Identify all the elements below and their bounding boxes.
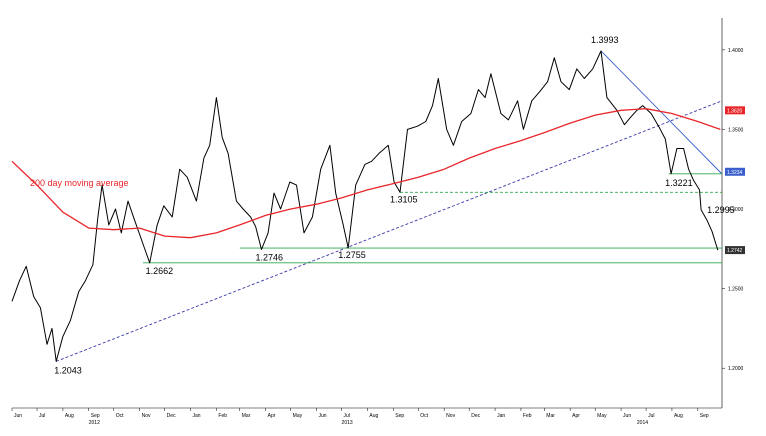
y-tick-label: 1.2000: [728, 366, 744, 372]
price-tag-label: 1.3620: [727, 108, 743, 114]
y-tick-label: 1.4000: [728, 48, 744, 54]
trendlines: [56, 50, 723, 362]
level-label-1-3105: 1.3105: [390, 194, 418, 204]
trendline-0: [56, 100, 723, 362]
level-label-1-2995: 1.2995: [707, 205, 735, 215]
moving-average-label: 200 day moving average: [30, 178, 129, 188]
x-tick-label: Jan: [497, 413, 505, 419]
x-tick-label: Jul: [648, 413, 654, 419]
level-label-1-3221: 1.3221: [665, 178, 693, 188]
x-tick-label: Jul: [39, 413, 45, 419]
x-tick-label: Apr: [268, 413, 276, 419]
x-tick-label: Nov: [142, 413, 151, 419]
x-tick-label: Nov: [446, 413, 455, 419]
level-label-1-3993: 1.3993: [591, 35, 619, 45]
level-label-1-2746: 1.2746: [255, 252, 283, 262]
axes: 1.4000 1.3500 1.3000 1.2500 1.2000 1.3620 1.32…: [11, 48, 745, 426]
x-tick-label: Sep: [700, 413, 709, 419]
x-year-label: 2013: [342, 420, 353, 426]
price-tag-label: 1.3234: [727, 170, 743, 176]
x-tick-label: Oct: [116, 413, 124, 419]
level-label-1-2043: 1.2043: [54, 365, 82, 375]
x-tick-label: Apr: [572, 413, 580, 419]
y-tick-label: 1.3500: [728, 127, 744, 133]
x-tick-label: Mar: [242, 413, 251, 419]
plot-area: [12, 18, 723, 409]
x-tick-label: Dec: [167, 413, 176, 419]
x-tick-label: Jun: [14, 413, 22, 419]
x-tick-label: Feb: [523, 413, 532, 419]
x-year-label: 2012: [89, 420, 100, 426]
x-tick-label: Aug: [674, 413, 683, 419]
x-tick-label: Jan: [193, 413, 201, 419]
level-label-1-2662: 1.2662: [146, 266, 174, 276]
x-tick-label: Aug: [65, 413, 74, 419]
price-tag-box: [725, 246, 745, 255]
series-layer: [11, 50, 721, 362]
x-tick-label: Mar: [546, 413, 555, 419]
x-tick-label: Dec: [471, 413, 480, 419]
x-year-label: 2014: [637, 420, 648, 426]
x-tick-label: Jun: [319, 413, 327, 419]
x-tick-label: May: [293, 413, 303, 419]
y-tick-label: 1.3000: [728, 207, 744, 213]
annotations: 1.2043 1.2662 1.2746 1.2755 1.3105 1.3993 1.32…: [54, 35, 734, 375]
x-tick-label: Jul: [344, 413, 350, 419]
price-tag-box: [725, 106, 745, 115]
price-tag-box: [725, 167, 745, 176]
x-tick-label: Jun: [623, 413, 631, 419]
x-tick-label: Feb: [218, 413, 227, 419]
level-label-1-2755: 1.2755: [338, 250, 366, 260]
price-tag-label: 1.2742: [727, 248, 743, 254]
moving-average-line: [11, 108, 721, 239]
x-tick-label: Aug: [369, 413, 378, 419]
price-series-line: [11, 50, 719, 362]
y-tick-label: 1.2500: [728, 287, 744, 293]
x-tick-label: Oct: [420, 413, 428, 419]
x-tick-label: May: [597, 413, 607, 419]
x-tick-label: Sep: [91, 413, 100, 419]
trendline-1: [600, 50, 723, 175]
x-tick-label: Sep: [395, 413, 404, 419]
